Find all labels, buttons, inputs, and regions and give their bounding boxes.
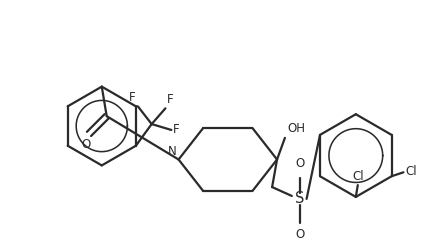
- Text: F: F: [166, 93, 173, 106]
- Text: O: O: [295, 228, 304, 241]
- Text: F: F: [173, 123, 180, 136]
- Text: OH: OH: [287, 122, 305, 135]
- Text: S: S: [295, 191, 305, 206]
- Text: O: O: [295, 157, 304, 170]
- Text: Cl: Cl: [405, 165, 417, 178]
- Text: N: N: [168, 144, 177, 158]
- Text: F: F: [129, 91, 136, 104]
- Text: Cl: Cl: [352, 170, 364, 183]
- Text: O: O: [81, 138, 91, 151]
